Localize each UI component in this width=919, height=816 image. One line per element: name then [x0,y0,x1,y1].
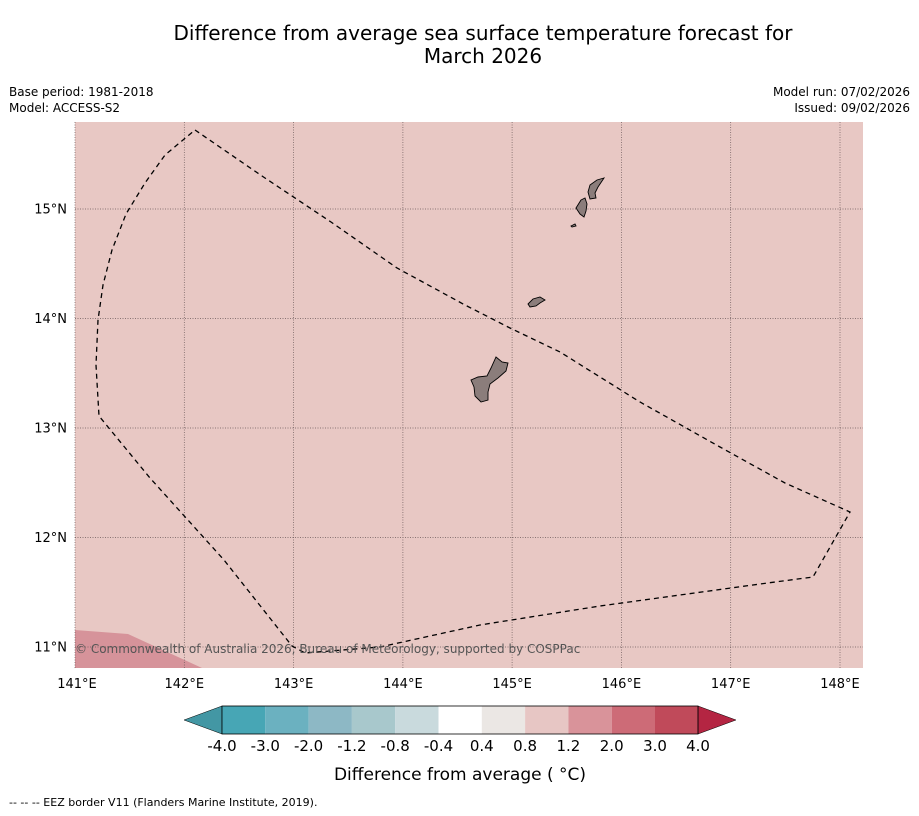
colorbar-bin [351,706,396,734]
saipan-island [587,177,606,200]
colorbar-tick: -4.0 [207,737,236,755]
colorbar-left-arrow [183,705,223,735]
eez-legend-note: -- -- -- EEZ border V11 (Flanders Marine… [9,796,318,809]
lat-label-11: 11°N [34,641,67,656]
colorbar-tick: 0.8 [513,737,537,755]
colorbar-bin [568,706,612,734]
colorbar-bin [525,706,569,734]
colorbar-right-arrow [697,705,737,735]
colorbar-label: Difference from average ( °C) [334,765,586,785]
colorbar-tick: -1.2 [337,737,366,755]
colorbar-tick: -3.0 [251,737,280,755]
aguijan-island [570,223,577,228]
metadata-right: Model run: 07/02/2026 Issued: 09/02/2026 [773,84,910,116]
colorbar-tick: -2.0 [294,737,323,755]
base-period: Base period: 1981-2018 [9,85,154,99]
model-run: Model run: 07/02/2026 [772,85,910,99]
metadata-left: Base period: 1981-2018 Model: ACCESS-S2 [9,84,154,116]
lon-label-146: 146°E [602,677,642,692]
colorbar-bin [308,706,352,734]
colorbar-tick: 3.0 [643,737,667,755]
colorbar-bin [438,706,482,734]
guam-island [470,356,509,403]
lon-label-145: 145°E [492,677,532,692]
title-line-2: March 2026 [423,44,543,68]
colorbar-bin [481,706,526,734]
issued-date: Issued: 09/02/2026 [794,101,910,115]
model-name: Model: ACCESS-S2 [9,101,121,115]
lat-label-15: 15°N [34,203,67,218]
colorbar-tick: 4.0 [686,737,710,755]
colorbar-bin [222,706,266,734]
lat-label-12: 12°N [34,531,67,546]
lon-label-144: 144°E [383,677,423,692]
eez-border [95,129,851,654]
copyright-text: © Commonwealth of Australia 2026, Bureau… [75,642,580,656]
colorbar-bin [265,706,309,734]
latitude-labels: 15°N 14°N 13°N 12°N 11°N [34,203,67,656]
title-line-1: Difference from average sea surface temp… [173,21,793,45]
longitude-labels: 141°E 142°E 143°E 144°E 145°E 146°E 147°… [57,677,860,692]
lon-label-141: 141°E [57,677,97,692]
colorbar-frame [221,705,699,735]
landmasses [470,177,606,403]
chart-title: Difference from average sea surface temp… [0,22,919,68]
colorbar-bin [611,706,655,734]
colorbar-tick: 1.2 [556,737,580,755]
colorbar [183,705,737,735]
lon-label-147: 147°E [711,677,751,692]
colorbar-tick-labels: -4.0 -3.0 -2.0 -1.2 -0.8 -0.4 0.4 0.8 1.… [207,737,710,755]
tinian-island [575,197,588,218]
map-area [75,122,863,668]
lon-label-142: 142°E [165,677,205,692]
colorbar-bin [395,706,439,734]
rota-island [527,296,546,308]
colorbar-tick: -0.8 [381,737,410,755]
colorbar-tick: 0.4 [470,737,494,755]
anomaly-patch [75,630,202,668]
colorbar-tick: -0.4 [424,737,453,755]
colorbar-bin [655,706,698,734]
colorbar-tick: 2.0 [600,737,624,755]
lon-label-143: 143°E [274,677,314,692]
lat-label-14: 14°N [34,312,67,327]
lat-label-13: 13°N [34,422,67,437]
graticule [74,122,863,668]
lon-label-148: 148°E [820,677,860,692]
